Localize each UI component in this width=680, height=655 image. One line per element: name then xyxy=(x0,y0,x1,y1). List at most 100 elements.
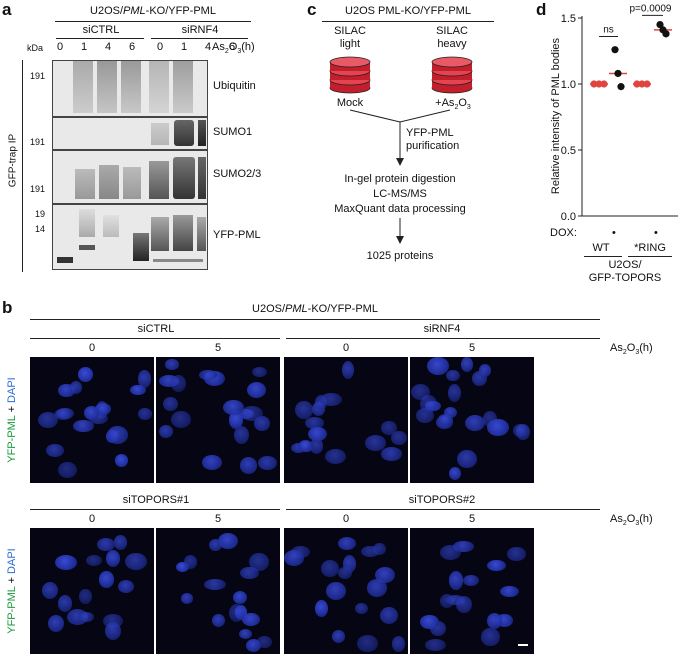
nucleus xyxy=(239,566,259,580)
down-arrow-icon xyxy=(396,218,404,244)
nucleus xyxy=(99,571,114,588)
nucleus xyxy=(331,630,345,643)
nucleus xyxy=(500,585,519,598)
lane-label: 4 xyxy=(105,41,112,53)
nucleus xyxy=(420,614,440,630)
silac-heavy-label: SILAC heavy xyxy=(422,25,482,51)
treatment-post: (h) xyxy=(639,342,653,354)
purification-line: YFP-PML xyxy=(406,127,454,139)
treatment-pre: As xyxy=(212,41,225,53)
lane-label: 0 xyxy=(57,41,64,53)
micrograph-sitopors2-5h xyxy=(410,528,534,654)
data-point xyxy=(656,21,664,29)
lane-label: 6 xyxy=(129,41,136,53)
side-label-dapi: DAPI xyxy=(6,548,18,574)
marker-label: 19 xyxy=(35,209,46,219)
y-tick-label: 1.0 xyxy=(561,79,576,91)
nucleus xyxy=(77,366,94,383)
data-point xyxy=(617,83,625,91)
cell-line-line: GFP-TOPORS xyxy=(588,272,662,284)
side-label-stain: YFP-PML + DAPI xyxy=(6,360,18,480)
nucleus xyxy=(238,628,252,639)
nucleus xyxy=(443,406,457,418)
data-point xyxy=(643,80,651,88)
processing-line: In-gel protein digestion xyxy=(344,173,456,185)
time-label: 0 xyxy=(88,513,96,525)
treatment-post: (h) xyxy=(639,513,653,525)
side-label-plus: + xyxy=(6,402,18,416)
nucleus xyxy=(55,554,78,571)
group-line-sirnf4 xyxy=(286,338,600,339)
nucleus xyxy=(222,400,245,416)
dox-dot-ring: • xyxy=(654,227,658,239)
nucleus xyxy=(138,369,151,389)
blot-yfp-pml xyxy=(52,204,208,270)
nucleus xyxy=(461,357,474,372)
panel-a-title-pre: U2OS/ xyxy=(90,5,124,17)
cell-line-line: U2OS/ xyxy=(608,259,642,271)
marker-label: 191 xyxy=(30,137,46,147)
lane-label: 1 xyxy=(181,41,188,53)
silac-light-line: light xyxy=(339,38,361,50)
nucleus xyxy=(72,419,95,432)
side-label-yfp: YFP-PML xyxy=(6,586,18,634)
panel-b-title-pre: U2OS/ xyxy=(252,303,286,315)
panel-a-title-italic: PML xyxy=(123,5,146,17)
treated-pre: +As xyxy=(435,97,455,109)
treatment-sub: 3 xyxy=(635,349,640,357)
silac-light-line: SILAC xyxy=(334,25,366,37)
ring-group-line xyxy=(628,256,672,257)
kda-label: kDa xyxy=(27,43,44,53)
group-label-sitopors2: siTOPORS#2 xyxy=(408,494,476,506)
nucleus xyxy=(228,604,244,623)
nucleus xyxy=(246,639,262,653)
lane-label: 6 xyxy=(229,41,236,53)
silac-heavy-line: heavy xyxy=(437,38,467,50)
group-label-wt: WT xyxy=(592,242,610,254)
nucleus xyxy=(69,381,83,395)
nucleus xyxy=(229,410,243,429)
lane-label: 1 xyxy=(81,41,88,53)
nucleus xyxy=(342,554,357,573)
treatment-label: As2O3(h) xyxy=(212,41,255,55)
panel-a-title-post: -KO/YFP-PML xyxy=(145,5,216,17)
nucleus xyxy=(354,603,368,615)
time-label: 5 xyxy=(214,342,222,354)
nucleus xyxy=(425,638,446,651)
nucleus xyxy=(233,425,250,445)
nucleus xyxy=(48,614,65,632)
nucleus xyxy=(478,364,491,377)
nucleus xyxy=(440,545,461,561)
treated-mid: O xyxy=(458,97,467,109)
nucleus xyxy=(118,580,135,593)
treatment-label: As2O3(h) xyxy=(610,513,653,527)
nucleus xyxy=(284,550,305,567)
pml-intensity-chart: 0.0 0.5 1.0 1.5 ns p=0.0009 xyxy=(561,3,678,223)
treatment-label: As2O3(h) xyxy=(610,342,653,356)
panel-c-label: c xyxy=(307,0,317,19)
nucleus xyxy=(46,444,64,458)
treatment-sub: 2 xyxy=(622,349,627,357)
nucleus xyxy=(381,420,397,435)
side-label-stain: YFP-PML + DAPI xyxy=(6,531,18,651)
treatment-sub: 3 xyxy=(635,520,640,528)
nucleus xyxy=(249,552,269,572)
nucleus xyxy=(114,454,129,467)
mock-label: Mock xyxy=(336,97,364,109)
nucleus xyxy=(86,555,103,567)
marker-label: 191 xyxy=(30,184,46,194)
time-label: 5 xyxy=(468,513,476,525)
nucleus xyxy=(341,360,354,380)
nucleus xyxy=(240,405,263,422)
silac-heavy-line: SILAC xyxy=(436,25,468,37)
group-line-sictrl xyxy=(30,338,280,339)
panel-a-title: U2OS/PML-KO/YFP-PML xyxy=(58,5,248,17)
blot-sumo23 xyxy=(52,150,208,204)
group-line-sitopors1 xyxy=(30,509,280,510)
data-point xyxy=(662,30,670,38)
blot-ubiquitin xyxy=(52,60,208,117)
treated-sub: 3 xyxy=(466,104,471,112)
dox-dot-wt: • xyxy=(612,227,616,239)
nucleus xyxy=(79,612,94,623)
nucleus xyxy=(183,555,198,569)
